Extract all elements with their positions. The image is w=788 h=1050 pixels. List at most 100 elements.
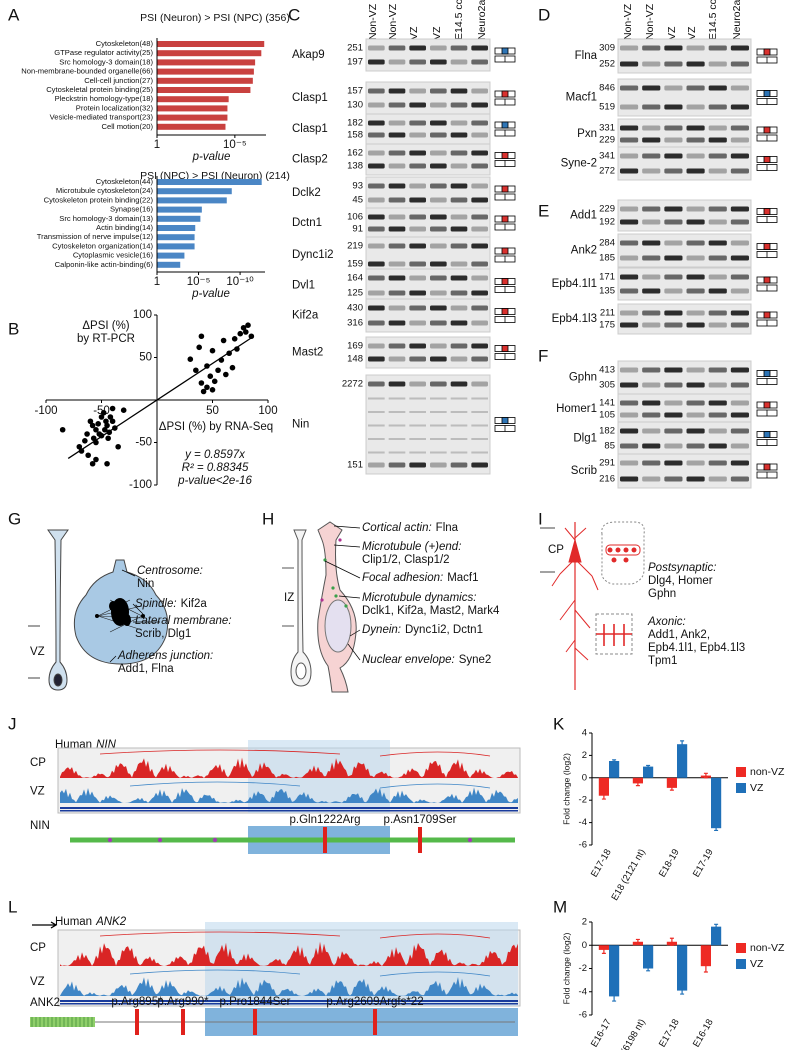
bar xyxy=(157,105,228,112)
gel-image xyxy=(617,38,752,74)
bar xyxy=(711,777,722,829)
gel-band xyxy=(708,125,727,131)
bar xyxy=(711,926,722,946)
gel-band xyxy=(471,226,488,232)
gel-band xyxy=(409,243,426,249)
band-size: 305 xyxy=(599,380,615,391)
gel-band xyxy=(388,343,406,349)
gel-band xyxy=(730,168,749,174)
exon-variable xyxy=(763,208,771,215)
gel-band xyxy=(450,226,468,232)
gel-band xyxy=(471,214,488,220)
gel-band xyxy=(686,61,705,67)
gel-band xyxy=(642,412,661,418)
bar xyxy=(700,945,711,967)
gel-band xyxy=(686,153,705,159)
gene-label: Syne-2 xyxy=(561,158,597,170)
gel-band xyxy=(368,451,385,454)
protein-label: ANK2 xyxy=(30,997,60,1009)
gene-label: Gphn xyxy=(569,372,597,384)
gel-band xyxy=(730,288,749,294)
panel-label: E xyxy=(538,201,549,220)
band-size: 159 xyxy=(347,259,363,270)
gel-image xyxy=(365,143,491,176)
bar xyxy=(157,77,253,84)
category-label: Calponin-like actin-binding(6) xyxy=(55,260,154,269)
gel-band xyxy=(708,219,727,225)
lane-label: Non-VZ xyxy=(387,3,399,40)
point xyxy=(248,333,255,340)
gel-band xyxy=(388,226,406,232)
bar xyxy=(157,96,229,103)
gel-band xyxy=(686,310,705,316)
category-label: Cytoskeleton protein binding(22) xyxy=(44,195,154,204)
gene-label: Dlg1 xyxy=(573,433,597,445)
gel-band xyxy=(664,310,683,316)
gel-band xyxy=(471,197,488,203)
x-axis-label: p-value xyxy=(192,151,231,163)
panel-label: M xyxy=(553,897,567,916)
gel-band xyxy=(409,197,426,203)
gel-band xyxy=(430,356,447,362)
gel-band xyxy=(430,381,447,387)
band-size: 93 xyxy=(352,181,363,192)
gel-band xyxy=(620,460,639,466)
gel-band xyxy=(686,382,705,388)
point xyxy=(89,422,96,429)
point xyxy=(198,333,205,340)
label-genes: Add1, Flna xyxy=(118,663,174,675)
diagram-h-drawing xyxy=(282,521,361,693)
gel-band xyxy=(708,255,727,261)
gel-band xyxy=(430,45,447,51)
gel-band xyxy=(450,381,468,387)
gel-band xyxy=(409,120,426,126)
exon-variable xyxy=(501,345,509,352)
gel-band xyxy=(664,61,683,67)
x-tick-label: 1 xyxy=(154,276,160,288)
exon-variable xyxy=(763,311,771,319)
gene-label: Clasp2 xyxy=(292,154,328,166)
gel-band xyxy=(642,61,661,67)
gel-band xyxy=(409,102,426,108)
band-size: 171 xyxy=(599,272,615,283)
gene-label: Dctn1 xyxy=(292,217,322,229)
error-bar xyxy=(646,764,651,769)
gel-band xyxy=(642,125,661,131)
panel-label: D xyxy=(538,5,550,24)
y-tick-label: 50 xyxy=(139,352,152,364)
gel-band xyxy=(686,206,705,212)
exon-variable xyxy=(501,185,509,193)
gel-band xyxy=(708,443,727,449)
gel-band xyxy=(450,88,468,94)
point xyxy=(209,387,216,393)
gel-band xyxy=(642,428,661,434)
error-bar xyxy=(703,772,708,779)
exon-variable xyxy=(501,247,509,255)
point xyxy=(240,324,247,331)
error-bar xyxy=(714,825,719,832)
y-tick-label: -2 xyxy=(579,963,587,974)
band-size: 135 xyxy=(599,286,615,297)
gel-band xyxy=(450,290,468,296)
point xyxy=(100,409,107,416)
gel-band xyxy=(730,443,749,449)
gel-image xyxy=(365,298,491,333)
gel-band xyxy=(708,412,727,418)
gel-band xyxy=(471,150,488,156)
gene-label: Pxn xyxy=(577,128,597,140)
gel-band xyxy=(664,153,683,159)
gel-band xyxy=(450,59,468,65)
gel-band xyxy=(664,443,683,449)
point xyxy=(104,460,110,467)
band-size: 197 xyxy=(347,57,363,68)
band-size: 106 xyxy=(347,212,363,223)
gel-band xyxy=(368,163,385,169)
panel-label: F xyxy=(538,346,548,365)
gel-image xyxy=(365,113,491,145)
gel-band xyxy=(450,275,468,281)
band-size: 91 xyxy=(352,224,363,235)
gel-band xyxy=(388,183,406,189)
x-axis-label: p-value xyxy=(191,288,230,300)
gene-name: ANK2 xyxy=(95,916,127,928)
splice-arc xyxy=(99,931,491,939)
